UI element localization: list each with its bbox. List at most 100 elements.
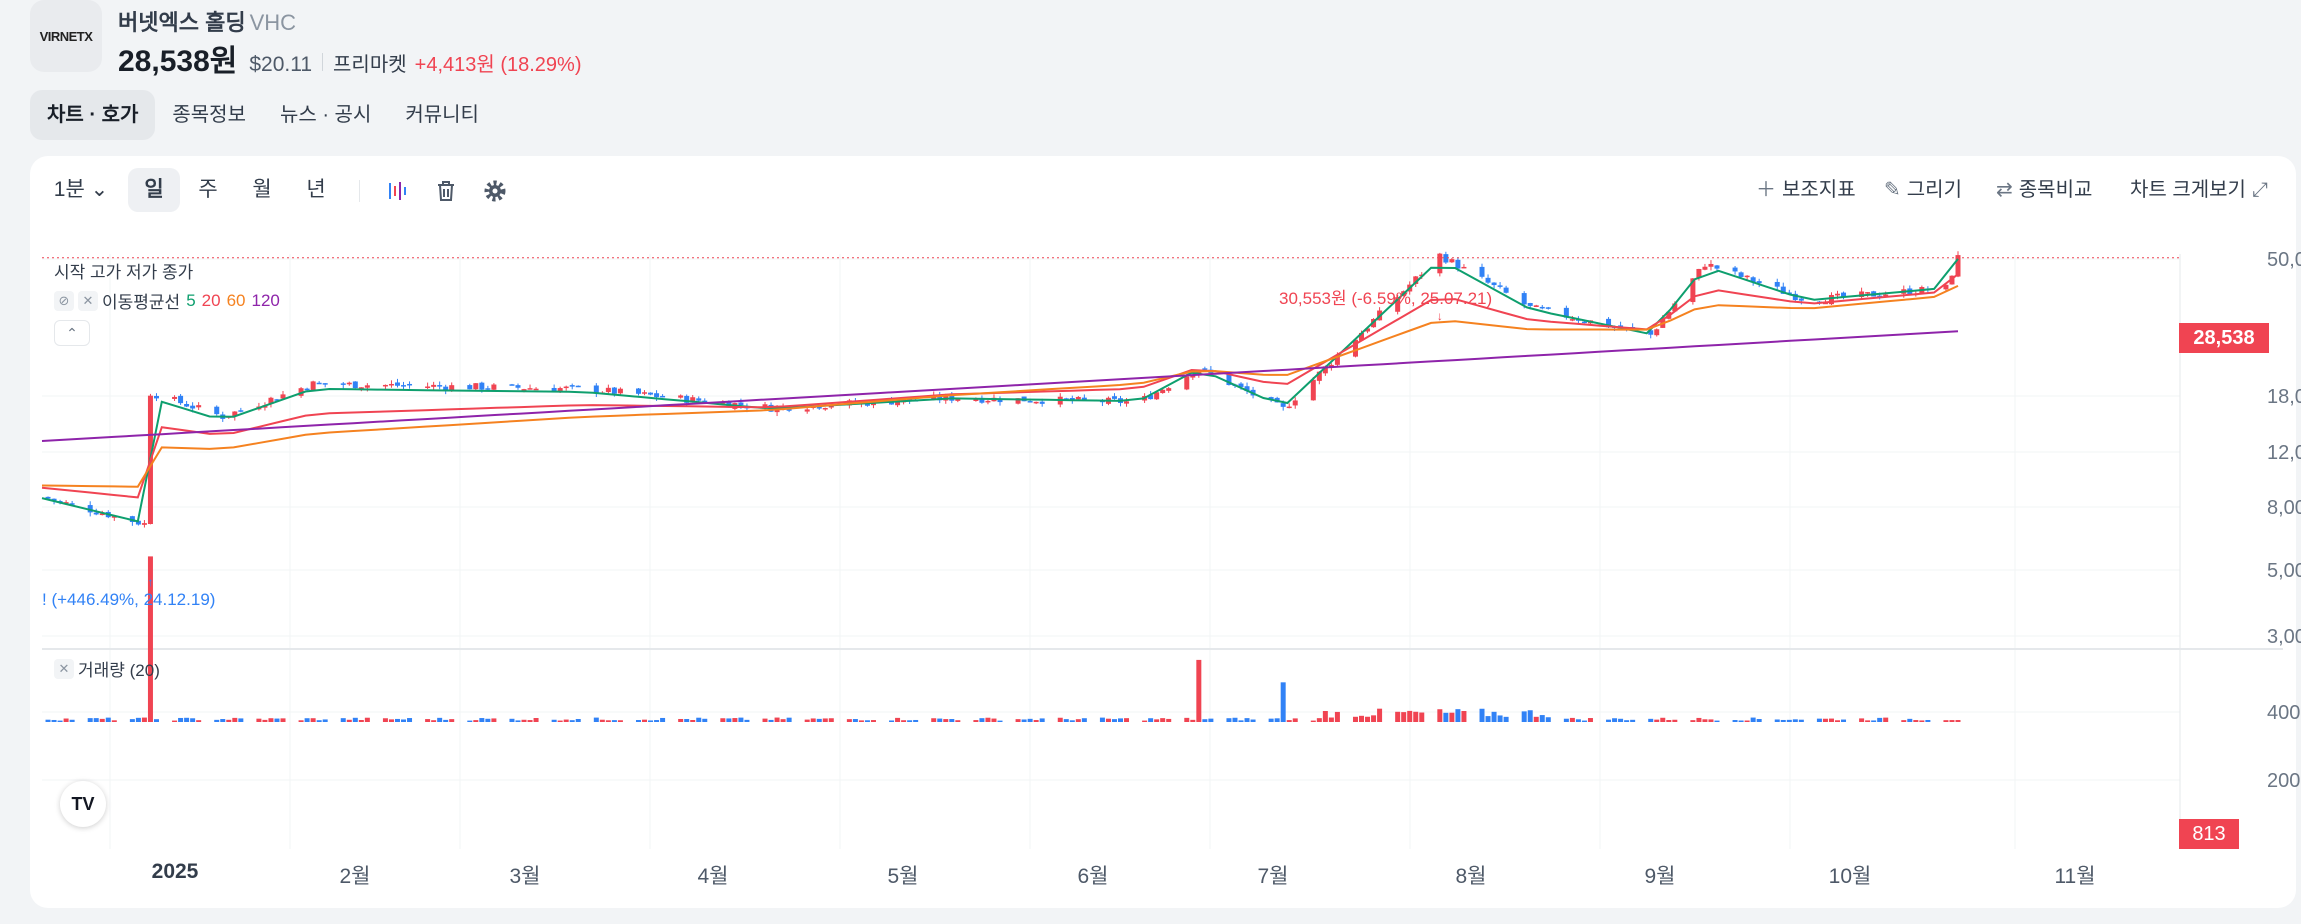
candle-body [45, 496, 51, 499]
volume-bar [774, 717, 780, 722]
period-week[interactable]: 주 [198, 178, 218, 201]
candle-body [1563, 307, 1569, 318]
candle-body [1690, 278, 1696, 303]
volume-title: 거래량 (20) [78, 661, 160, 680]
volume-bar [648, 720, 654, 722]
candle-body [1491, 282, 1497, 286]
candle-body [1063, 398, 1069, 400]
volume-bar [1521, 711, 1527, 722]
volume-bar [1696, 717, 1702, 722]
candle-body [1744, 275, 1750, 278]
volume-bar [1756, 719, 1762, 722]
moving-average-line [41, 330, 1959, 442]
volume-bar [1666, 720, 1672, 722]
volume-bar [997, 720, 1003, 722]
period-month[interactable]: 월 [252, 178, 272, 201]
volume-bar [1672, 719, 1678, 722]
price-chart[interactable]: ↓↑ [30, 156, 2296, 908]
tab-news[interactable]: 뉴스 · 공시 [279, 104, 372, 126]
trash-icon[interactable] [435, 179, 457, 203]
volume-bar [1069, 720, 1075, 722]
tradingview-logo[interactable]: TV [60, 781, 106, 827]
volume-bar [895, 717, 901, 722]
volume-bar [1871, 720, 1877, 722]
volume-bar [1039, 718, 1045, 722]
close-icon[interactable]: ✕ [78, 290, 98, 311]
volume-bar [1714, 720, 1720, 722]
compare-button[interactable]: ⇄ 종목비교 [1996, 168, 2092, 212]
x-tick: 5월 [887, 865, 919, 888]
tab-info[interactable]: 종목정보 [172, 104, 246, 126]
volume-bar [190, 718, 196, 722]
candle-body [1859, 291, 1865, 297]
volume-bar [1545, 717, 1551, 722]
candle-body [1202, 368, 1208, 370]
candle-body [1443, 254, 1449, 263]
volume-bar [533, 717, 539, 722]
high-annotation: 30,553원 (-6.59%, 25.07.21) [1279, 289, 1493, 308]
volume-bar [515, 720, 521, 722]
tab-community[interactable]: 커뮤니티 [405, 104, 479, 126]
volume-bar [196, 720, 202, 722]
period-year[interactable]: 년 [306, 178, 326, 201]
volume-bar [702, 718, 708, 722]
volume-bar [1365, 716, 1371, 722]
candle-body [87, 505, 93, 513]
ma-120-label: 120 [251, 290, 280, 310]
volume-bar [153, 719, 159, 722]
candle-body [1479, 266, 1485, 277]
expand-icon: ⤢ [2251, 179, 2268, 201]
volume-bar [1208, 718, 1214, 722]
candle-body [985, 400, 991, 403]
candle-body [431, 384, 437, 387]
volume-bar [1413, 711, 1419, 722]
candle-body [1822, 302, 1828, 305]
volume-bar [1690, 720, 1696, 722]
volume-bar [178, 717, 184, 722]
volume-bar [973, 720, 979, 722]
gear-icon[interactable] [483, 179, 507, 203]
candle-body [316, 382, 322, 385]
volume-bar [696, 717, 702, 722]
candle-body [1732, 267, 1738, 272]
volume-bar [358, 720, 364, 722]
candle-body [69, 503, 75, 505]
fullscreen-button[interactable]: 차트 크게보기 ⤢ [2130, 168, 2274, 212]
candle-body [99, 513, 105, 516]
draw-button[interactable]: ✎ 그리기 [1884, 168, 1962, 212]
volume-bar [1792, 719, 1798, 722]
candle-body [1111, 396, 1117, 399]
candle-body [1033, 401, 1039, 404]
volume-bar [63, 718, 69, 722]
tab-chart[interactable]: 차트 · 호가 [30, 90, 156, 140]
volume-bar [1033, 720, 1039, 722]
indicators-label: 보조지표 [1782, 179, 1856, 201]
indicators-button[interactable]: ＋ 보조지표 [1756, 168, 1856, 212]
volume-bar [1877, 717, 1883, 722]
candle-style-icon[interactable] [386, 180, 408, 202]
interval-dropdown[interactable]: 1분 ⌄ [50, 168, 112, 212]
volume-bar [684, 719, 690, 722]
eye-off-icon[interactable]: ⊘ [54, 290, 74, 311]
ma-5-label: 5 [186, 290, 196, 310]
candle-body [1286, 406, 1292, 409]
price-tick: 12,000 [2267, 442, 2301, 464]
volume-bar [1316, 718, 1322, 722]
chevron-down-icon: ⌄ [90, 178, 109, 201]
candle-body [1461, 266, 1467, 269]
volume-bar [57, 720, 63, 722]
volume-bar [1949, 720, 1955, 722]
volume-bar [437, 717, 443, 722]
candle-body [997, 399, 1003, 403]
close-icon[interactable]: ✕ [54, 658, 74, 679]
volume-bar [443, 719, 449, 722]
volume-bar [1244, 718, 1250, 722]
candle-body [660, 395, 666, 398]
candle-body [1606, 318, 1612, 328]
candle-body [828, 406, 834, 408]
candle-body [635, 388, 641, 394]
period-day[interactable]: 일 [128, 168, 180, 212]
collapse-legend-button[interactable]: ⌃ [54, 320, 90, 346]
candle-body [1865, 292, 1871, 294]
volume-bar [135, 717, 141, 722]
